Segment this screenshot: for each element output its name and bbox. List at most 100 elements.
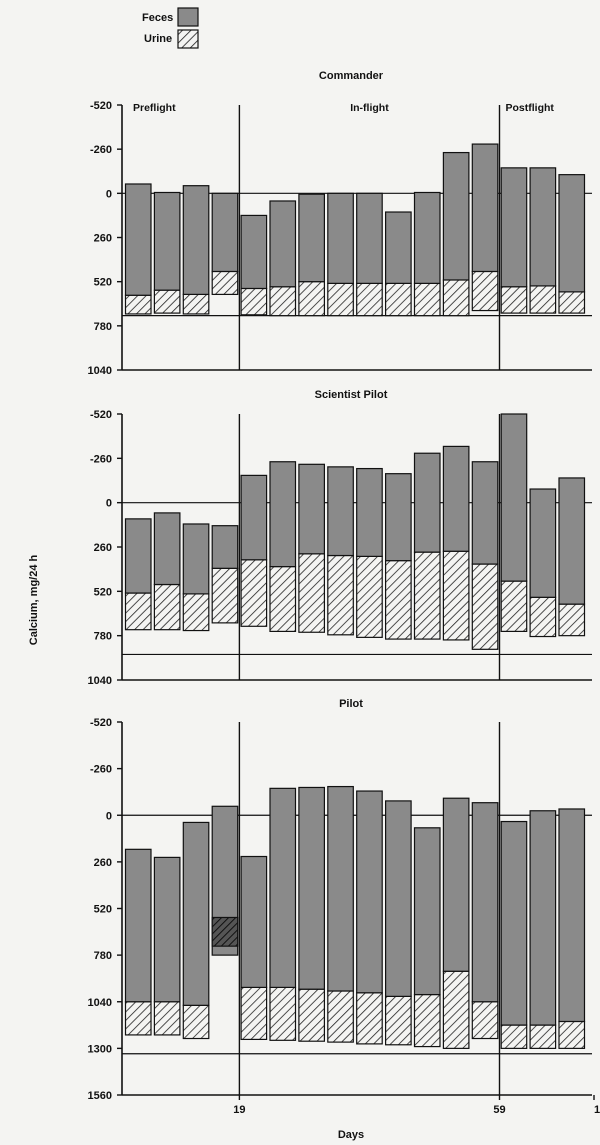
bar-8 (356, 790, 383, 1045)
bar-10 (413, 191, 441, 317)
bar-14 (529, 810, 557, 1049)
urine-bar (182, 293, 210, 315)
y-tick-label: -260 (90, 453, 112, 465)
feces-bar (558, 477, 586, 605)
feces-bar (385, 473, 412, 562)
bar-5 (269, 461, 297, 633)
feces-bar (153, 191, 181, 291)
urine-bar (558, 1020, 586, 1049)
bar-15 (558, 477, 586, 637)
bar-9 (385, 211, 412, 317)
bar-9 (385, 473, 412, 640)
feces-bar (327, 466, 354, 557)
y-tick-label: 1560 (88, 1090, 112, 1102)
chart-panels: Commander -520 -260 0 260 520 780 1040 Preflight… (88, 70, 600, 1116)
bar-13 (500, 820, 528, 1049)
urine-bar (385, 995, 412, 1046)
bar-10 (413, 827, 441, 1048)
bar-12 (471, 143, 499, 312)
bar-8 (356, 467, 383, 638)
y-tick-label: 1040 (88, 365, 112, 377)
bar-1 (153, 856, 181, 1036)
urine-bar (356, 282, 383, 317)
y-axis-label: Calcium, mg/24 h (28, 554, 40, 645)
dark-bar-segment (211, 916, 239, 947)
feces-bar (269, 461, 297, 568)
urine-bar (413, 282, 441, 317)
urine-bar (124, 294, 152, 315)
urine-bar (298, 553, 325, 633)
urine-bar (471, 270, 499, 312)
y-tick-label: 520 (94, 277, 112, 289)
feces-bar (153, 512, 181, 586)
y-tick-label: -520 (90, 100, 112, 112)
bar-14 (529, 488, 557, 638)
bar-14 (529, 167, 557, 314)
urine-bar (500, 286, 528, 314)
bar-13 (500, 167, 528, 314)
y-tick-label: 780 (94, 321, 112, 333)
urine-bar (385, 560, 412, 640)
bar-11 (442, 151, 470, 317)
phase-label-preflight: Preflight (133, 102, 176, 114)
urine-bar (442, 550, 470, 641)
bar-7 (327, 466, 354, 636)
urine-bar (153, 583, 181, 631)
y-tick-label: 520 (94, 904, 112, 916)
feces-bar (471, 143, 499, 273)
feces-bar (269, 787, 297, 989)
bar-5 (269, 787, 297, 1041)
feces-bar (240, 855, 268, 989)
urine-bar (298, 988, 325, 1042)
bar-11 (442, 445, 470, 641)
panel-title: Commander (319, 70, 384, 82)
feces-bar (471, 461, 499, 565)
y-tick-label: 1040 (88, 997, 112, 1009)
y-tick-label: -260 (90, 144, 112, 156)
bar-12 (471, 461, 499, 650)
urine-bar (153, 1001, 181, 1036)
bar-2 (182, 185, 210, 315)
urine-bar (500, 1024, 528, 1049)
feces-bar (471, 802, 499, 1003)
legend-urine-swatch (177, 29, 199, 49)
panel-title: Pilot (339, 698, 363, 710)
urine-bar (327, 282, 354, 317)
bar-6 (298, 786, 325, 1042)
bar-13 (500, 413, 528, 633)
y-tick-label: 780 (94, 950, 112, 962)
urine-bar (413, 993, 441, 1048)
feces-bar (356, 467, 383, 557)
feces-bar (500, 167, 528, 288)
feces-bar (558, 174, 586, 293)
urine-bar (182, 1004, 210, 1040)
feces-bar (298, 786, 325, 990)
bar-4 (240, 214, 268, 316)
urine-bar (500, 580, 528, 633)
y-tick-label: 260 (94, 857, 112, 869)
bar-12 (471, 802, 499, 1040)
feces-bar (211, 525, 239, 569)
urine-bar (471, 1001, 499, 1040)
urine-bar (182, 593, 210, 632)
urine-bar (211, 567, 239, 624)
bar-3 (211, 525, 239, 624)
legend-feces-label: Feces (142, 12, 173, 24)
urine-bar (298, 281, 325, 317)
feces-bar (182, 821, 210, 1006)
feces-bar (182, 185, 210, 296)
feces-bar (124, 518, 152, 594)
feces-bar (529, 488, 557, 598)
urine-bar (211, 270, 239, 296)
urine-bar (529, 285, 557, 314)
bar-4 (240, 855, 268, 1041)
legend-urine-label: Urine (144, 33, 172, 45)
urine-bar (529, 1024, 557, 1049)
bar-15 (558, 174, 586, 314)
y-tick-label: 0 (106, 498, 112, 510)
legend-feces-swatch (177, 7, 199, 27)
feces-bar (153, 856, 181, 1003)
bar-0 (124, 518, 152, 631)
